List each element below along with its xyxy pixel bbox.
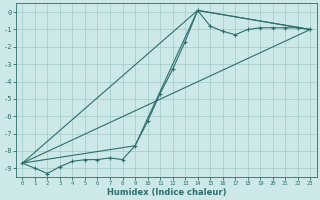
- X-axis label: Humidex (Indice chaleur): Humidex (Indice chaleur): [107, 188, 226, 197]
